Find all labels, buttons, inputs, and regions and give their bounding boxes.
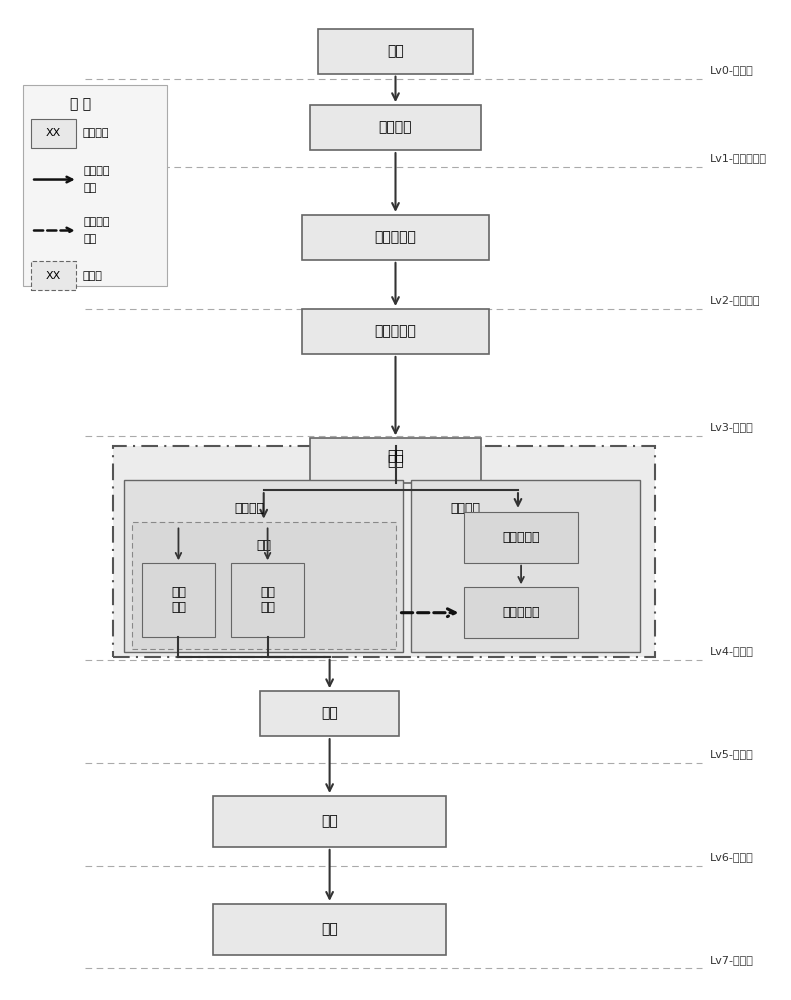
Text: Lv5-消息级: Lv5-消息级 (710, 749, 753, 759)
Text: 一般子系统: 一般子系统 (375, 230, 416, 244)
FancyBboxPatch shape (231, 563, 305, 637)
Text: 虚节点: 虚节点 (82, 271, 102, 281)
Text: Lv0-飞机级: Lv0-飞机级 (710, 65, 753, 75)
Text: 图 例: 图 例 (70, 97, 91, 111)
Text: 信号: 信号 (321, 814, 338, 828)
Text: 参数: 参数 (321, 922, 338, 936)
FancyBboxPatch shape (142, 563, 215, 637)
Text: 飞机系统: 飞机系统 (379, 121, 412, 135)
Text: Lv1-飞机系统级: Lv1-飞机系统级 (710, 153, 766, 163)
Text: Lv4-通道级: Lv4-通道级 (710, 646, 753, 656)
FancyBboxPatch shape (464, 587, 578, 638)
Text: XX: XX (46, 128, 61, 138)
FancyBboxPatch shape (214, 796, 446, 847)
Text: Lv7-参数级: Lv7-参数级 (710, 955, 753, 965)
FancyBboxPatch shape (24, 85, 167, 286)
FancyBboxPatch shape (318, 29, 473, 74)
Text: XX: XX (46, 271, 61, 281)
Text: Lv3-设备级: Lv3-设备级 (710, 422, 753, 432)
FancyBboxPatch shape (132, 522, 396, 649)
Text: 一般
端口: 一般 端口 (260, 586, 275, 614)
Text: 物理属性: 物理属性 (450, 502, 480, 515)
FancyBboxPatch shape (124, 480, 403, 652)
Text: 设备: 设备 (387, 454, 404, 468)
FancyBboxPatch shape (112, 446, 655, 657)
FancyBboxPatch shape (302, 309, 489, 354)
Text: 通道: 通道 (387, 449, 404, 463)
Text: 连接器针脚: 连接器针脚 (502, 606, 539, 619)
Text: 基本子系统: 基本子系统 (375, 324, 416, 338)
Text: 连接器插头: 连接器插头 (502, 531, 539, 544)
Text: Lv2-子系统级: Lv2-子系统级 (710, 295, 760, 305)
Text: 逻辑属性: 逻辑属性 (235, 502, 265, 515)
FancyBboxPatch shape (259, 691, 399, 736)
Text: 关系: 关系 (84, 183, 97, 193)
Text: 逻辑父子: 逻辑父子 (84, 166, 111, 176)
FancyBboxPatch shape (31, 261, 76, 290)
Text: 关系: 关系 (84, 234, 97, 244)
FancyBboxPatch shape (464, 512, 578, 563)
Text: 简单
端口: 简单 端口 (171, 586, 186, 614)
FancyBboxPatch shape (214, 904, 446, 955)
FancyBboxPatch shape (310, 105, 481, 150)
Text: 飞机: 飞机 (387, 44, 404, 58)
Text: 端口: 端口 (256, 539, 271, 552)
Text: 消息: 消息 (321, 707, 338, 721)
FancyBboxPatch shape (31, 119, 76, 148)
Text: 数据条目: 数据条目 (82, 128, 109, 138)
FancyBboxPatch shape (411, 480, 640, 652)
FancyBboxPatch shape (310, 438, 481, 483)
FancyBboxPatch shape (302, 215, 489, 260)
Text: Lv6-信号级: Lv6-信号级 (710, 852, 753, 862)
Text: 表单引用: 表单引用 (84, 217, 111, 227)
